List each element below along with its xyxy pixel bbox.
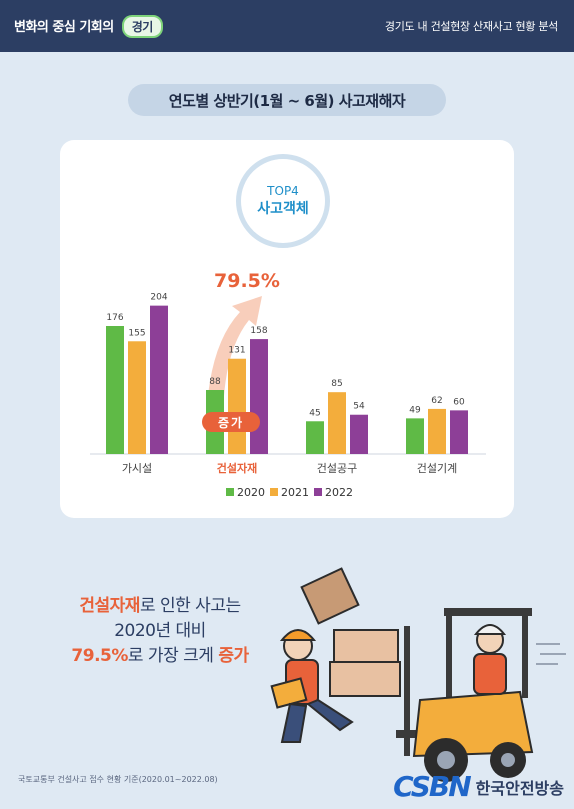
brand-logo: 변화의 중심 기회의 경기 bbox=[14, 15, 163, 38]
top4-subtitle: 사고객체 bbox=[257, 201, 309, 217]
message-line2: 2020년 대비 bbox=[114, 621, 206, 641]
section-title: 연도별 상반기(1월 ~ 6월) 사고재해자 bbox=[128, 84, 446, 116]
csbn-logo: CSBN 한국안전방송 bbox=[393, 770, 564, 803]
increase-percent: 79.5% bbox=[214, 270, 280, 292]
source-note: 국토교통부 건설사고 접수 현황 기준(2020.01~2022.08) bbox=[18, 775, 218, 784]
logo-mark: CSBN bbox=[393, 770, 471, 803]
message-line1-rest: 로 인한 사고는 bbox=[139, 596, 241, 616]
message-line3-mid: 로 가장 크게 bbox=[127, 646, 219, 666]
header-title: 경기도 내 건설현장 산재사고 현황 분석 bbox=[384, 20, 558, 33]
top4-label: TOP4 bbox=[267, 184, 299, 198]
logo-name: 한국안전방송 bbox=[475, 778, 564, 798]
summary-message: 건설자재로 인한 사고는 2020년 대비 79.5%로 가장 크게 증가 bbox=[40, 594, 280, 669]
message-highlight-increase: 증가 bbox=[218, 646, 249, 666]
top4-circle: TOP4 사고객체 bbox=[236, 154, 330, 248]
increase-badge: 증가 bbox=[202, 412, 260, 432]
header-bar: 변화의 중심 기회의 경기 경기도 내 건설현장 산재사고 현황 분석 bbox=[0, 0, 574, 52]
brand-badge: 경기 bbox=[121, 15, 163, 38]
brand-prefix: 변화의 중심 기회의 bbox=[14, 20, 114, 35]
message-highlight-percent: 79.5% bbox=[71, 646, 128, 666]
message-highlight-category: 건설자재 bbox=[79, 596, 140, 616]
